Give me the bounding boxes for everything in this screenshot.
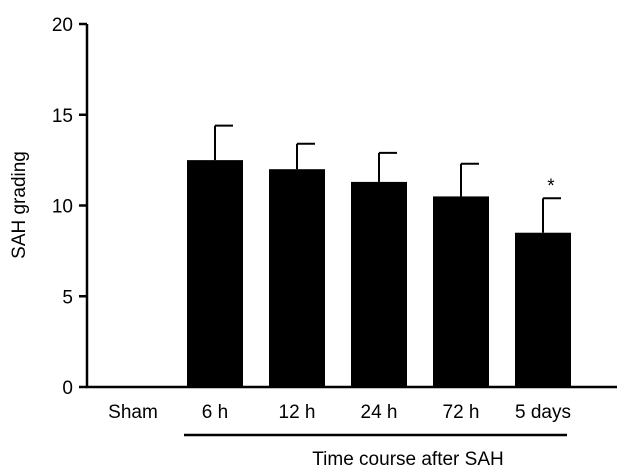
y-tick-label: 10 [52,197,73,218]
x-tick-label: 5 days [515,402,571,423]
x-tick-label: 24 h [361,402,398,423]
bar [351,181,407,387]
y-tick-label: 20 [52,15,73,36]
x-tick-label: 6 h [202,402,228,423]
significance-marker: * [547,176,555,197]
y-tick-label: 0 [62,378,73,399]
bar [433,196,489,387]
bar [269,169,325,387]
x-tick-label: 72 h [443,402,480,423]
y-axis-label: SAH grading [9,151,30,259]
x-tick-label: Sham [108,402,158,423]
y-tick-label: 15 [52,106,73,127]
group-label: Time course after SAH [312,449,503,468]
y-tick-label: 5 [62,287,73,308]
bar [187,160,243,387]
x-tick-label: 12 h [279,402,316,423]
bar [515,232,571,387]
